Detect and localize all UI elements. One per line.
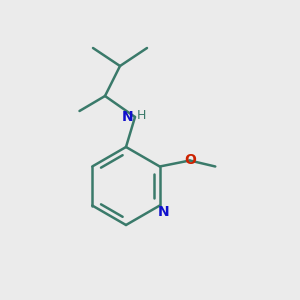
Text: H: H xyxy=(136,109,146,122)
Text: N: N xyxy=(122,110,134,124)
Text: N: N xyxy=(158,205,169,219)
Text: O: O xyxy=(184,154,196,167)
